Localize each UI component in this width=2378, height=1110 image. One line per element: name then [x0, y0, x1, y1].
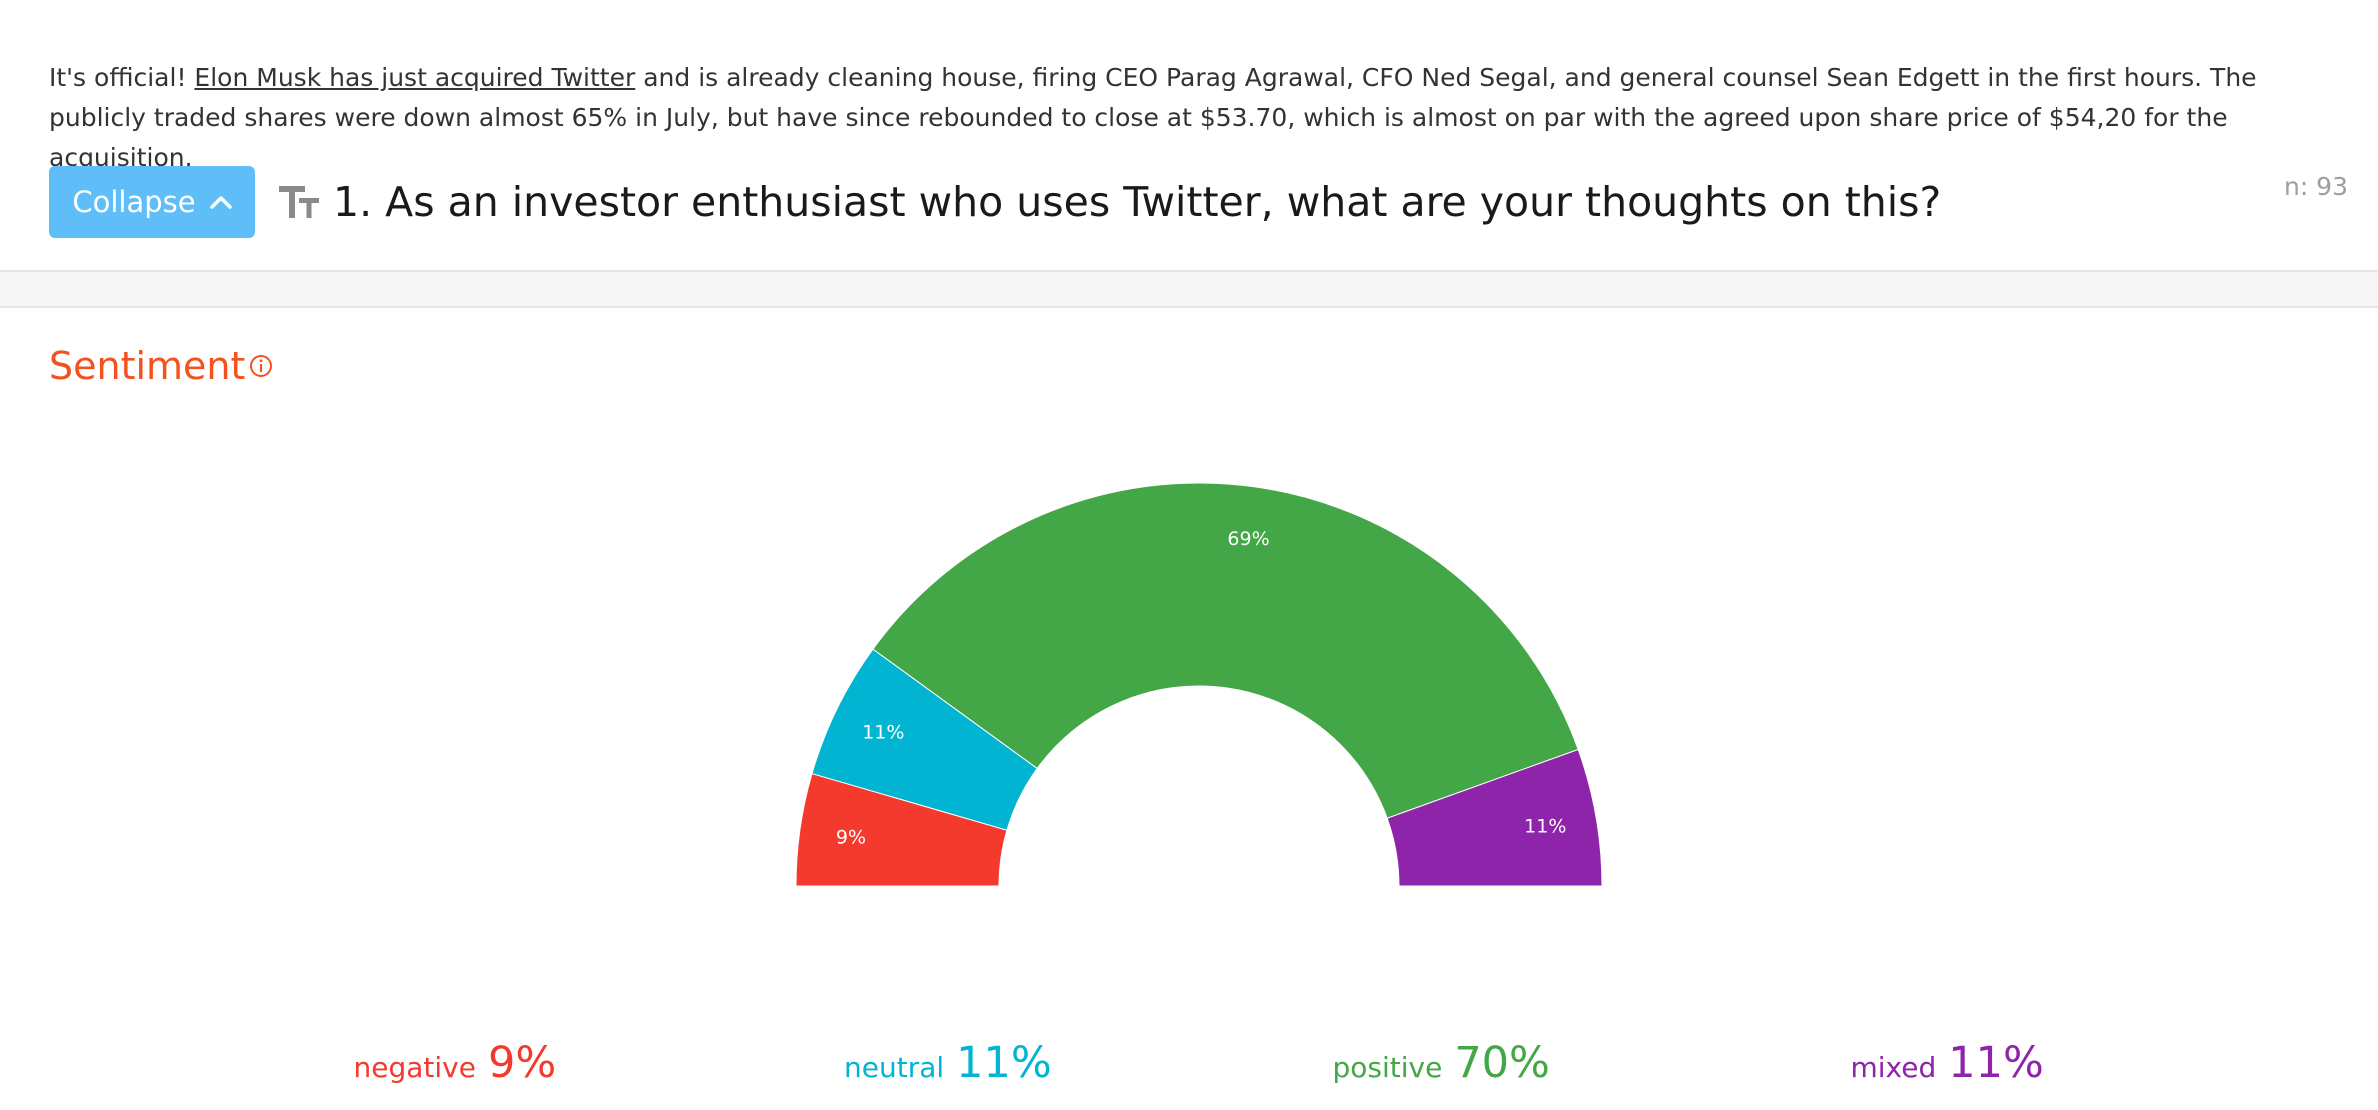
sentiment-heading: Sentiment	[49, 344, 273, 388]
legend-value: 9%	[487, 1038, 557, 1088]
response-count: n: 93	[2283, 172, 2348, 201]
legend-item-negative: negative 9%	[354, 1038, 557, 1088]
slice-label-mixed: 11%	[1524, 816, 1566, 838]
info-icon[interactable]	[249, 354, 273, 378]
legend-name: neutral	[844, 1051, 945, 1084]
legend-value: 70%	[1454, 1038, 1550, 1088]
legend-value: 11%	[1948, 1038, 2044, 1088]
collapse-label: Collapse	[72, 185, 196, 219]
intro-suffix: and is already cleaning house, firing CE…	[49, 63, 2257, 172]
question-description: It's official! Elon Musk has just acquir…	[49, 58, 2339, 178]
legend-name: negative	[353, 1051, 476, 1084]
slice-label-negative: 9%	[836, 826, 866, 848]
sentiment-title: Sentiment	[49, 344, 246, 388]
question-card: It's official! Elon Musk has just acquir…	[0, 0, 2378, 272]
legend-value: 11%	[956, 1038, 1052, 1088]
intro-prefix: It's official!	[49, 63, 195, 92]
legend-name: mixed	[1850, 1051, 1937, 1084]
sentiment-gauge-chart: 9% 11% 69% 11%	[795, 482, 1603, 887]
text-type-icon	[279, 186, 319, 218]
chevron-up-icon	[209, 196, 232, 209]
gauge-slice-positive[interactable]	[872, 482, 1579, 819]
legend-item-positive: positive 70%	[1333, 1038, 1550, 1088]
question-title: 1. As an investor enthusiast who uses Tw…	[333, 178, 1942, 226]
slice-label-positive: 69%	[1227, 528, 1269, 550]
legend-item-mixed: mixed 11%	[1851, 1038, 2044, 1088]
slice-label-neutral: 11%	[862, 721, 904, 743]
article-link[interactable]: Elon Musk has just acquired Twitter	[194, 63, 636, 92]
legend-item-neutral: neutral 11%	[844, 1038, 1052, 1088]
gauge-slice-mixed[interactable]	[1386, 748, 1603, 887]
legend-name: positive	[1332, 1051, 1443, 1084]
collapse-button[interactable]: Collapse	[49, 166, 255, 238]
sentiment-card: Sentiment 9% 11% 69% 11% negative 9% neutral 1…	[0, 306, 2378, 1110]
